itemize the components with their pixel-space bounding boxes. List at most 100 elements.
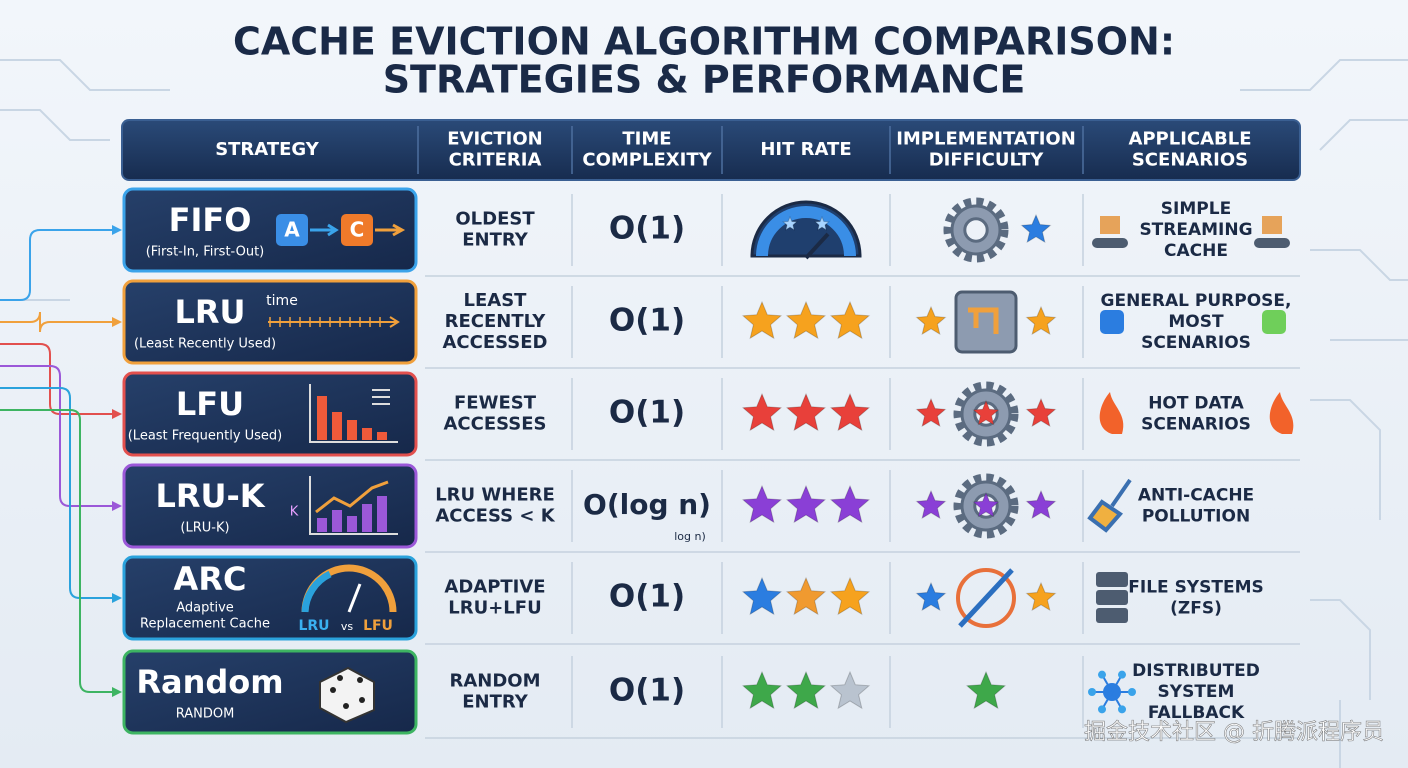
icon-bar [362, 504, 372, 532]
scenario-text: MOST [1168, 312, 1224, 332]
network-node [1118, 670, 1126, 679]
complexity-text: O(log n) [583, 488, 711, 521]
star-icon [741, 670, 783, 710]
strategy-full-name: (Least Recently Used) [134, 337, 276, 352]
network-node [1088, 688, 1096, 696]
connector [0, 229, 116, 301]
scenario-text: DISTRIBUTED [1132, 661, 1260, 681]
star-icon [829, 576, 871, 616]
box-icon [1100, 216, 1120, 234]
criteria-text: ADAPTIVE [444, 577, 545, 598]
strategy-name: LRU-K [155, 477, 265, 515]
header-label: CRITERIA [449, 150, 542, 171]
star-icon [829, 300, 871, 340]
icon-axis [309, 384, 398, 443]
criteria-text: ENTRY [462, 692, 529, 713]
star-icon [741, 300, 783, 340]
belt-icon [1092, 238, 1128, 248]
star-icon [741, 392, 783, 432]
star-icon [741, 484, 783, 524]
icon-axis [309, 476, 398, 535]
strategy-name: ARC [174, 560, 247, 598]
watermark: 掘金技术社区 @ 折腾派程序员 [1084, 720, 1384, 745]
connector [0, 343, 116, 415]
strategy-name: LRU [174, 293, 245, 331]
complexity-text: O(1) [609, 579, 685, 615]
icon-bar [347, 420, 357, 440]
server-icon [1096, 608, 1128, 623]
header-label: IMPLEMENTATION [896, 129, 1076, 150]
connector-arrow [112, 317, 122, 327]
star-icon [829, 670, 871, 710]
icon-text: K [290, 505, 299, 520]
icon-text: vs [341, 620, 354, 633]
icon-bar [377, 496, 387, 532]
star-icon [814, 215, 830, 231]
scenario-text: SCENARIOS [1141, 415, 1251, 435]
strategy-full-name: Adaptive [176, 601, 234, 616]
icon-arrow [375, 223, 406, 237]
scenario-text: SIMPLE [1161, 199, 1231, 219]
dice-pip [359, 697, 365, 703]
header-label: STRATEGY [215, 139, 320, 160]
app-icon [1100, 310, 1124, 334]
icon-needle [347, 583, 362, 613]
star-icon [785, 300, 827, 340]
connector [0, 365, 116, 507]
server-icon [1096, 590, 1128, 605]
scenario-text: POLLUTION [1142, 507, 1250, 527]
star-icon [785, 670, 827, 710]
connector [0, 311, 116, 333]
gear-icon [953, 473, 1019, 539]
server-icon [1096, 572, 1128, 587]
icon-bar [332, 412, 342, 440]
connector-arrow [112, 687, 122, 697]
flame-icon [1099, 392, 1124, 434]
star-icon [915, 397, 947, 428]
strategy-full-name: Replacement Cache [140, 617, 270, 632]
star-icon [1025, 397, 1057, 428]
icon-box [276, 214, 308, 246]
criteria-text: FEWEST [454, 393, 537, 414]
complexity-text: O(1) [609, 303, 685, 339]
icon-text: LFU [363, 618, 393, 634]
scenario-text: FALLBACK [1148, 703, 1245, 723]
connector-arrow [112, 593, 122, 603]
strategy-full-name: RANDOM [176, 707, 235, 722]
scenario-text: SCENARIOS [1141, 333, 1251, 353]
criteria-text: LRU+LFU [448, 598, 541, 619]
icon-bar [332, 510, 342, 532]
connector-arrow [112, 501, 122, 511]
scenario-text: HOT DATA [1148, 394, 1244, 414]
criteria-text: ENTRY [462, 230, 529, 251]
network-node [1128, 688, 1136, 696]
star-icon [829, 484, 871, 524]
gear-icon [963, 217, 989, 243]
icon-bar [362, 428, 372, 440]
icon-text: A [284, 218, 300, 242]
scenario-text: STREAMING [1139, 220, 1252, 240]
complexity-text: O(1) [609, 673, 685, 709]
header-label: DIFFICULTY [929, 150, 1045, 171]
network-node [1118, 705, 1126, 714]
strategy-card [122, 187, 418, 273]
star-icon [915, 581, 947, 612]
compass-icon [958, 568, 1014, 628]
gear-icon [943, 197, 1009, 263]
header-label: APPLICABLE [1128, 129, 1251, 150]
scenario-text: ANTI-CACHE [1138, 486, 1254, 506]
icon-arrow [310, 223, 339, 237]
icon-box [341, 214, 373, 246]
broom-icon [1087, 478, 1132, 533]
header-label: COMPLEXITY [582, 150, 712, 171]
criteria-text: ACCESS < K [435, 506, 555, 527]
criteria-text: ACCESSES [443, 414, 546, 435]
connector-arrow [112, 225, 122, 235]
strategy-name: LFU [176, 385, 244, 423]
star-icon [741, 576, 783, 616]
complexity-text: O(1) [609, 395, 685, 431]
header-label: EVICTION [447, 129, 542, 150]
criteria-text: RECENTLY [445, 311, 547, 332]
